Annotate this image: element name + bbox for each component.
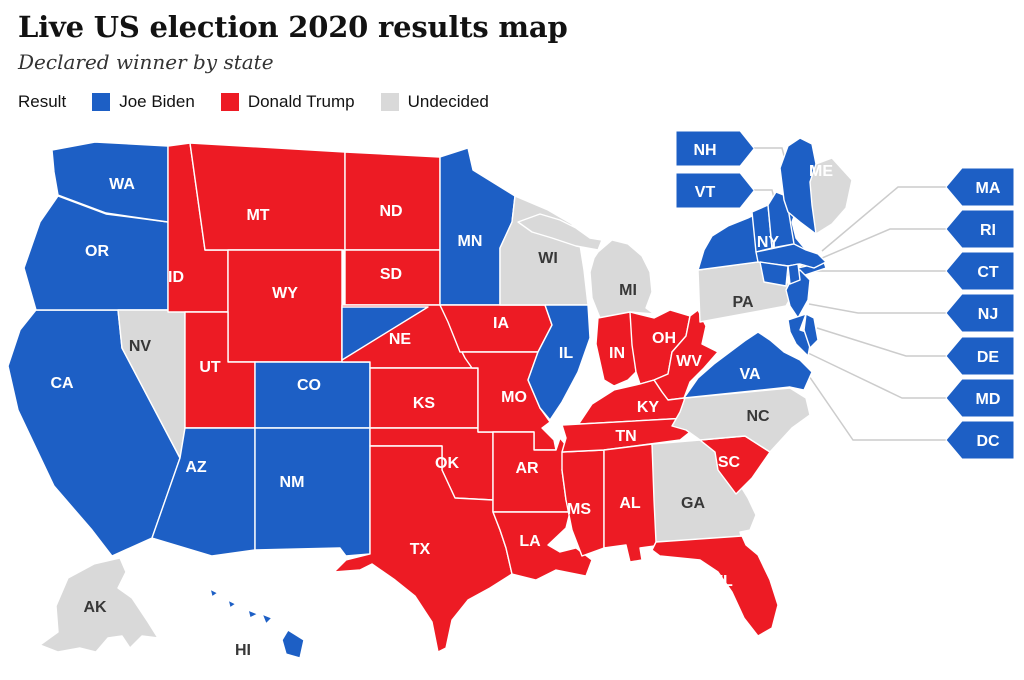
state-wi[interactable]: [499, 195, 589, 306]
state-hi-island-5[interactable]: [281, 629, 305, 659]
legend-item-undecided: Undecided: [380, 92, 489, 112]
state-de[interactable]: [803, 313, 819, 349]
state-sd[interactable]: [344, 249, 441, 306]
callout-line-nj: [808, 303, 946, 314]
callout-line-ma: [821, 186, 946, 252]
callout-flag-ri[interactable]: [945, 209, 1015, 249]
state-ak[interactable]: [39, 557, 159, 653]
state-nc[interactable]: [671, 387, 811, 453]
state-ct[interactable]: [759, 261, 789, 287]
legend-label: Result: [18, 92, 67, 111]
state-fl[interactable]: [651, 535, 779, 637]
state-mt[interactable]: [189, 142, 346, 251]
legend-item-trump: Donald Trump: [220, 92, 355, 112]
state-ia[interactable]: [439, 304, 553, 353]
state-wy[interactable]: [227, 249, 343, 363]
header: Live US election 2020 results map Declar…: [18, 10, 568, 74]
state-va[interactable]: [683, 331, 813, 399]
page-title: Live US election 2020 results map: [18, 10, 568, 44]
state-co[interactable]: [254, 361, 371, 429]
callout-line-md: [805, 351, 946, 399]
legend-swatch-undecided: [380, 93, 399, 111]
state-ar[interactable]: [492, 431, 571, 513]
state-ne-district-split[interactable]: [341, 306, 429, 361]
state-hi-island-2[interactable]: [227, 599, 237, 609]
state-ms[interactable]: [561, 449, 605, 557]
callout-line-ri: [800, 228, 946, 268]
callout-line-dc: [797, 359, 946, 441]
callout-flag-vt[interactable]: [675, 172, 755, 209]
state-mi[interactable]: [589, 239, 655, 319]
callout-flag-dc[interactable]: [945, 420, 1015, 460]
state-wa[interactable]: [51, 141, 169, 223]
state-hi-island-3[interactable]: [247, 609, 259, 619]
page-subtitle: Declared winner by state: [18, 50, 274, 74]
callout-flag-md[interactable]: [945, 378, 1015, 418]
legend-item-label: Joe Biden: [119, 92, 195, 111]
states: [7, 137, 853, 659]
state-hi-island-4[interactable]: [261, 613, 273, 625]
legend: Result Joe Biden Donald Trump Undecided: [18, 92, 489, 112]
state-mi-upper[interactable]: [517, 213, 603, 251]
callout-line-de: [816, 327, 946, 357]
callout-flag-ma[interactable]: [945, 167, 1015, 207]
state-nm[interactable]: [254, 427, 371, 557]
state-hi-island-1[interactable]: [209, 588, 219, 598]
state-tx[interactable]: [333, 445, 513, 653]
state-ri[interactable]: [787, 263, 801, 285]
state-hi[interactable]: [209, 588, 305, 659]
svg-text:HI: HI: [235, 642, 251, 659]
callout-flag-nj[interactable]: [945, 293, 1015, 333]
callout-flag-de[interactable]: [945, 336, 1015, 376]
state-la[interactable]: [492, 511, 593, 581]
legend-swatch-biden: [92, 93, 111, 111]
callout-lines: [753, 147, 946, 441]
state-me-district-split[interactable]: [809, 157, 853, 235]
callout-flag-ct[interactable]: [945, 251, 1015, 291]
legend-item-label: Undecided: [407, 92, 489, 111]
legend-item-label: Donald Trump: [247, 92, 355, 111]
legend-item-biden: Joe Biden: [92, 92, 195, 112]
state-nd[interactable]: [344, 151, 441, 251]
callout-flag-nh[interactable]: [675, 130, 755, 167]
state-ks[interactable]: [369, 367, 479, 429]
state-il[interactable]: [527, 304, 591, 421]
legend-swatch-trump: [220, 93, 239, 111]
